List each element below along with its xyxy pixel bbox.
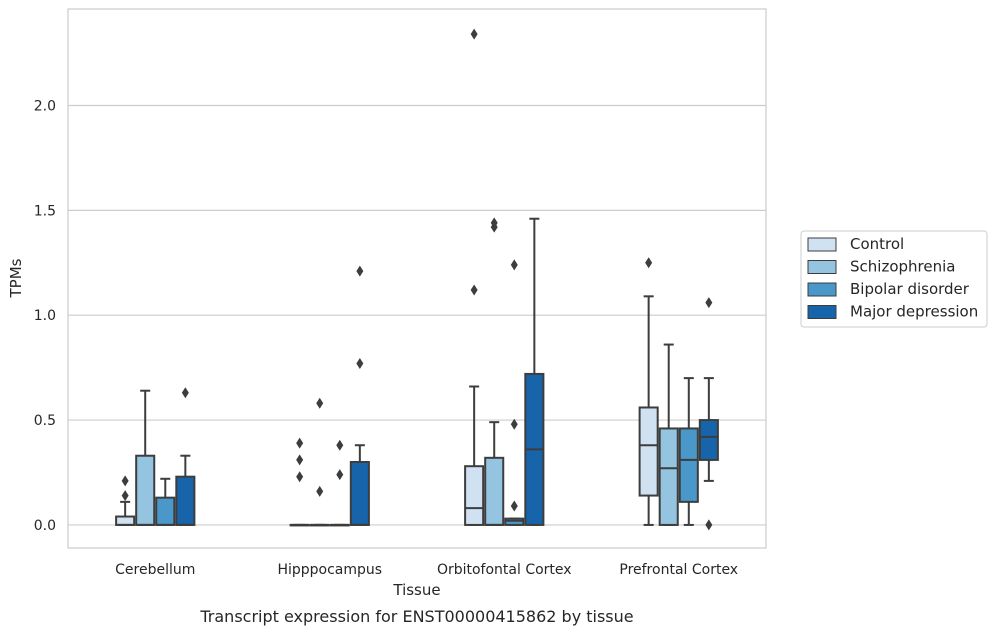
y-tick-label: 2.0 — [34, 98, 56, 114]
box-body — [155, 496, 176, 526]
box-group — [309, 397, 330, 527]
box-body — [464, 465, 485, 526]
legend-swatch — [807, 282, 837, 297]
box-group — [638, 257, 659, 526]
x-tick-label: Cerebellum — [115, 562, 195, 578]
outlier-point — [645, 257, 653, 269]
outlier-point — [510, 259, 518, 271]
box-group — [678, 377, 699, 526]
x-axis-ticks: Cerebellum Hipppocampus Orbitofontal Corte… — [115, 562, 738, 578]
outlier-point — [336, 469, 344, 481]
y-axis-ticks: 0.0 0.5 1.0 1.5 2.0 — [34, 98, 56, 533]
outlier-point — [336, 439, 344, 451]
x-axis-label: Tissue — [392, 581, 440, 599]
legend-label: Control — [850, 235, 904, 253]
outlier-point — [296, 437, 304, 449]
box-body — [698, 419, 719, 461]
y-axis-label: TPMs — [7, 258, 25, 298]
outlier-point — [296, 454, 304, 466]
box-group — [698, 297, 719, 531]
outlier-point — [470, 284, 478, 296]
y-tick-label: 1.5 — [34, 203, 56, 219]
box-body — [658, 427, 679, 526]
box-group — [329, 439, 350, 527]
outlier-point — [705, 519, 713, 531]
legend-label: Major depression — [850, 303, 978, 321]
box-group — [504, 259, 525, 526]
chart-caption: Transcript expression for ENST0000041586… — [199, 607, 633, 626]
outlier-point — [296, 471, 304, 483]
box-body — [349, 461, 370, 526]
outlier-point — [470, 28, 478, 40]
box-group — [155, 477, 176, 526]
box-group — [464, 28, 485, 526]
outlier-point — [356, 265, 364, 277]
outlier-point — [490, 217, 498, 229]
x-tick-label: Hipppocampus — [277, 562, 382, 578]
outlier-point — [356, 357, 364, 369]
outlier-point — [181, 387, 189, 399]
box-group — [135, 389, 156, 526]
box-group — [524, 217, 545, 526]
box-group — [658, 343, 679, 526]
outlier-point — [510, 418, 518, 430]
box-body — [504, 517, 525, 526]
box-group — [289, 437, 310, 527]
y-tick-label: 0.5 — [34, 413, 56, 429]
legend-frame — [800, 230, 988, 328]
box-group — [175, 387, 196, 526]
outlier-point — [316, 485, 324, 497]
box-series-group — [115, 28, 719, 531]
box-group — [484, 217, 505, 526]
legend-swatch — [807, 260, 837, 274]
box-body — [175, 475, 196, 526]
outlier-point — [121, 475, 129, 487]
plot-area-frame — [67, 8, 767, 549]
box-body — [678, 427, 699, 503]
legend: Control Schizophrenia Bipolar disorder Majo… — [800, 230, 988, 328]
x-tick-label: Prefrontal Cortex — [619, 562, 738, 578]
box-group — [115, 475, 136, 526]
legend-label: Schizophrenia — [850, 258, 955, 276]
outlier-point — [705, 297, 713, 309]
y-tick-label: 1.0 — [34, 308, 56, 324]
legend-label: Bipolar disorder — [850, 280, 970, 298]
outlier-point — [316, 397, 324, 409]
x-tick-label: Orbitofontal Cortex — [437, 562, 572, 578]
outlier-point — [121, 490, 129, 502]
box-body — [638, 406, 659, 497]
legend-swatch — [807, 305, 837, 319]
outlier-point — [510, 500, 518, 512]
box-group — [349, 265, 370, 526]
box-body — [135, 454, 156, 526]
y-tick-label: 0.0 — [34, 518, 56, 534]
box-body — [115, 515, 136, 526]
box-body — [484, 456, 505, 526]
legend-swatch — [807, 237, 837, 252]
